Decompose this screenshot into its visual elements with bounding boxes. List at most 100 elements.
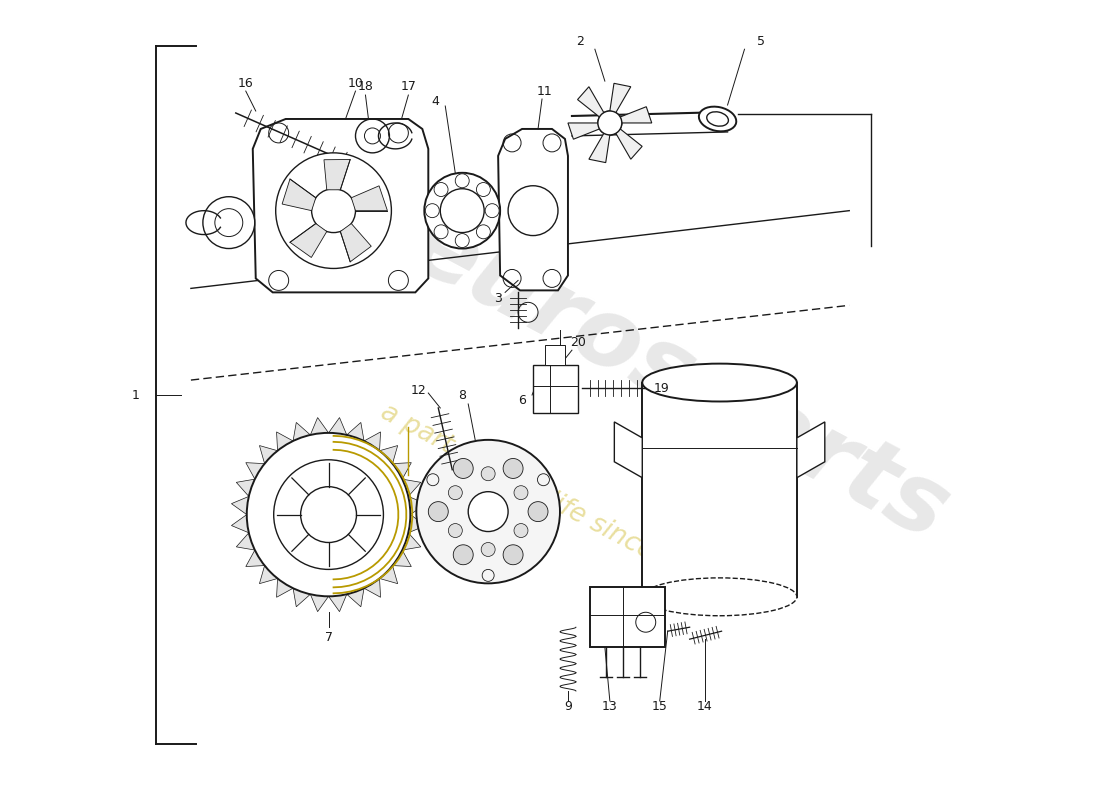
Text: 7: 7 xyxy=(324,630,332,644)
Polygon shape xyxy=(293,588,310,606)
Circle shape xyxy=(485,204,499,218)
Circle shape xyxy=(311,189,355,233)
Text: eurosparts: eurosparts xyxy=(395,199,965,561)
Polygon shape xyxy=(408,497,426,514)
Text: 19: 19 xyxy=(653,382,670,394)
Circle shape xyxy=(274,460,384,570)
Polygon shape xyxy=(340,223,372,262)
Polygon shape xyxy=(329,594,346,612)
Polygon shape xyxy=(236,479,255,497)
Polygon shape xyxy=(498,129,568,290)
Circle shape xyxy=(425,173,500,249)
Ellipse shape xyxy=(642,578,796,616)
Polygon shape xyxy=(364,578,381,598)
Polygon shape xyxy=(568,123,600,139)
Text: 16: 16 xyxy=(238,77,254,90)
Polygon shape xyxy=(253,119,428,292)
Polygon shape xyxy=(796,422,825,478)
Circle shape xyxy=(455,174,470,188)
Circle shape xyxy=(476,182,491,197)
Polygon shape xyxy=(324,159,350,190)
Polygon shape xyxy=(310,594,329,612)
Text: a part of your life since 1985: a part of your life since 1985 xyxy=(375,398,725,601)
Polygon shape xyxy=(276,578,293,598)
Polygon shape xyxy=(231,497,249,514)
Text: 6: 6 xyxy=(518,394,526,406)
Text: 10: 10 xyxy=(348,77,363,90)
Text: 4: 4 xyxy=(431,94,439,107)
Circle shape xyxy=(276,153,392,269)
Text: 14: 14 xyxy=(696,701,713,714)
Circle shape xyxy=(503,458,524,478)
Polygon shape xyxy=(379,446,398,464)
Circle shape xyxy=(514,523,528,538)
Polygon shape xyxy=(245,550,265,566)
Text: 20: 20 xyxy=(570,336,586,349)
Polygon shape xyxy=(329,418,346,435)
Circle shape xyxy=(453,545,473,565)
Circle shape xyxy=(434,182,448,197)
Ellipse shape xyxy=(698,106,736,131)
Polygon shape xyxy=(379,566,398,584)
Polygon shape xyxy=(346,588,364,606)
Text: 5: 5 xyxy=(758,34,766,48)
Polygon shape xyxy=(310,418,329,435)
Polygon shape xyxy=(620,106,651,123)
Circle shape xyxy=(416,440,560,583)
Text: 17: 17 xyxy=(400,79,416,93)
Bar xyxy=(534,365,578,413)
Bar xyxy=(642,382,796,597)
Circle shape xyxy=(469,492,508,531)
Circle shape xyxy=(476,225,491,238)
Polygon shape xyxy=(282,179,316,210)
Circle shape xyxy=(514,486,528,500)
Polygon shape xyxy=(346,422,364,441)
Text: 8: 8 xyxy=(459,389,466,402)
Text: 1: 1 xyxy=(132,389,140,402)
Polygon shape xyxy=(276,432,293,450)
Circle shape xyxy=(481,466,495,481)
Polygon shape xyxy=(609,83,630,113)
Bar xyxy=(544,345,565,365)
Circle shape xyxy=(449,486,462,500)
Circle shape xyxy=(434,225,448,238)
Polygon shape xyxy=(393,462,411,479)
Polygon shape xyxy=(293,422,310,441)
Polygon shape xyxy=(393,550,411,566)
Polygon shape xyxy=(578,86,604,117)
Circle shape xyxy=(428,502,449,522)
Polygon shape xyxy=(260,446,277,464)
Text: 12: 12 xyxy=(410,383,426,397)
Circle shape xyxy=(598,111,622,135)
Text: 3: 3 xyxy=(494,292,502,305)
Polygon shape xyxy=(408,514,426,533)
Circle shape xyxy=(481,542,495,557)
Text: 13: 13 xyxy=(602,701,618,714)
Polygon shape xyxy=(616,129,642,159)
Polygon shape xyxy=(588,134,609,162)
Circle shape xyxy=(528,502,548,522)
Ellipse shape xyxy=(642,364,796,402)
Polygon shape xyxy=(364,432,381,450)
Text: 9: 9 xyxy=(564,701,572,714)
Circle shape xyxy=(449,523,462,538)
Circle shape xyxy=(426,204,439,218)
Polygon shape xyxy=(236,533,255,550)
Circle shape xyxy=(202,197,255,249)
Polygon shape xyxy=(351,186,387,210)
Text: 15: 15 xyxy=(652,701,668,714)
Circle shape xyxy=(598,111,622,135)
Text: 2: 2 xyxy=(576,34,584,48)
Circle shape xyxy=(455,234,470,247)
Polygon shape xyxy=(403,479,421,497)
Polygon shape xyxy=(614,422,642,478)
Circle shape xyxy=(503,545,524,565)
Polygon shape xyxy=(290,223,327,258)
Polygon shape xyxy=(231,514,249,533)
Polygon shape xyxy=(245,462,265,479)
Bar xyxy=(590,587,664,647)
Circle shape xyxy=(453,458,473,478)
Polygon shape xyxy=(260,566,277,584)
Circle shape xyxy=(246,433,410,596)
Polygon shape xyxy=(403,533,421,550)
